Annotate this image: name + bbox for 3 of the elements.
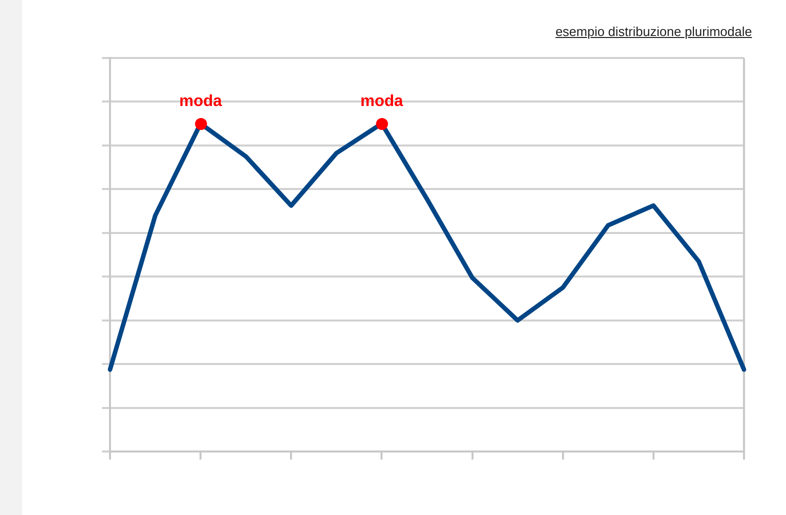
annotation: moda [360,93,404,110]
annotation: moda [179,93,222,110]
chart-title: esempio distribuzione plurimodale [555,24,752,39]
